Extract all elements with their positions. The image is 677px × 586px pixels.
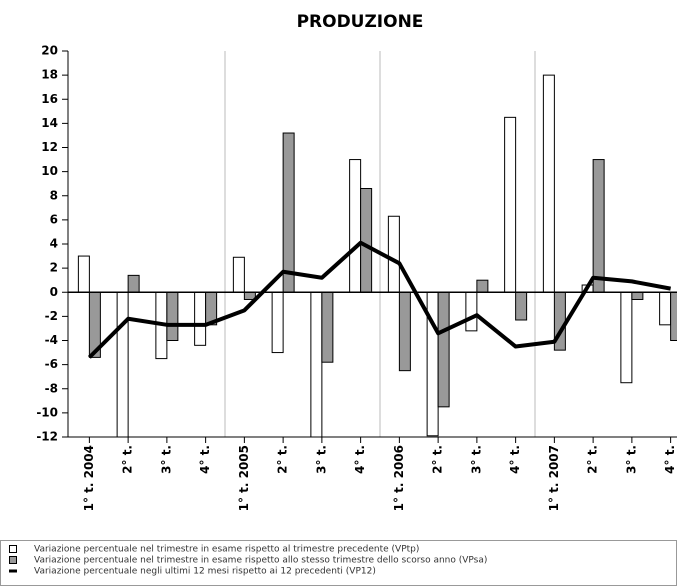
x-tick-label: 4° t.: [353, 445, 367, 474]
y-tick-label: 20: [41, 44, 58, 58]
y-tick-label: 2: [50, 261, 58, 275]
bar: [166, 291, 179, 341]
bar: [349, 159, 362, 293]
y-tick-label: -4: [45, 333, 58, 347]
y-tick-label: 6: [50, 212, 58, 226]
y-tick-label: -12: [36, 430, 58, 444]
bar: [631, 291, 644, 300]
legend-label: Variazione percentuale nel trimestre in …: [34, 556, 487, 566]
legend-swatch: [9, 556, 17, 564]
x-tick-label: 2° t.: [431, 445, 445, 474]
y-tick-label: -6: [45, 357, 58, 371]
bar: [592, 159, 605, 293]
y-tick-label: 14: [41, 116, 58, 130]
legend-label: Variazione percentuale negli ultimi 12 m…: [34, 567, 376, 577]
y-tick-label: 4: [50, 237, 58, 251]
x-tick-label: 1° t. 2006: [392, 445, 406, 511]
x-tick-label: 4° t.: [508, 445, 522, 474]
bar: [360, 188, 373, 293]
legend-swatch: [9, 545, 17, 553]
bar: [310, 291, 323, 438]
y-tick-label: 12: [41, 140, 58, 154]
y-tick-label: 8: [50, 188, 58, 202]
x-tick-label: 4° t.: [663, 445, 677, 474]
bar: [282, 132, 295, 293]
x-tick-label: 2° t.: [276, 445, 290, 474]
line: [87, 240, 671, 359]
legend-swatch: [9, 569, 17, 573]
bar: [659, 291, 672, 326]
y-tick-label: 18: [41, 68, 58, 82]
bar: [116, 291, 129, 438]
x-tick-label: 3° t.: [624, 445, 638, 474]
bar: [127, 274, 140, 293]
chart-title: PRODUZIONE: [297, 12, 424, 32]
bar: [542, 74, 555, 293]
bar: [476, 279, 489, 293]
bar: [321, 291, 334, 363]
y-tick-label: -2: [45, 309, 58, 323]
bar: [437, 291, 450, 408]
y-tick-label: 16: [41, 92, 58, 106]
bar: [465, 291, 478, 332]
x-tick-label: 1° t. 2007: [547, 445, 561, 511]
legend-label: Variazione percentuale nel trimestre in …: [34, 545, 419, 555]
bar: [398, 291, 411, 372]
x-tick-label: 1° t. 2004: [82, 445, 96, 511]
x-tick-label: 3° t.: [159, 445, 173, 474]
bar: [515, 291, 528, 321]
bar: [387, 215, 400, 293]
bar: [504, 116, 517, 293]
x-tick-label: 2° t.: [121, 445, 135, 474]
bar: [271, 291, 284, 354]
y-tick-label: -10: [36, 405, 58, 419]
bar: [670, 291, 677, 341]
bar: [77, 255, 90, 293]
x-tick-label: 4° t.: [198, 445, 212, 474]
bar: [620, 291, 633, 384]
y-tick-label: -8: [45, 381, 58, 395]
x-tick-label: 1° t. 2005: [237, 445, 251, 511]
bar: [194, 291, 207, 346]
x-tick-label: 2° t.: [586, 445, 600, 474]
bar: [232, 256, 245, 293]
x-tick-label: 3° t.: [469, 445, 483, 474]
x-tick-label: 3° t.: [314, 445, 328, 474]
y-tick-label: 0: [50, 285, 58, 299]
y-tick-label: 10: [41, 164, 58, 178]
